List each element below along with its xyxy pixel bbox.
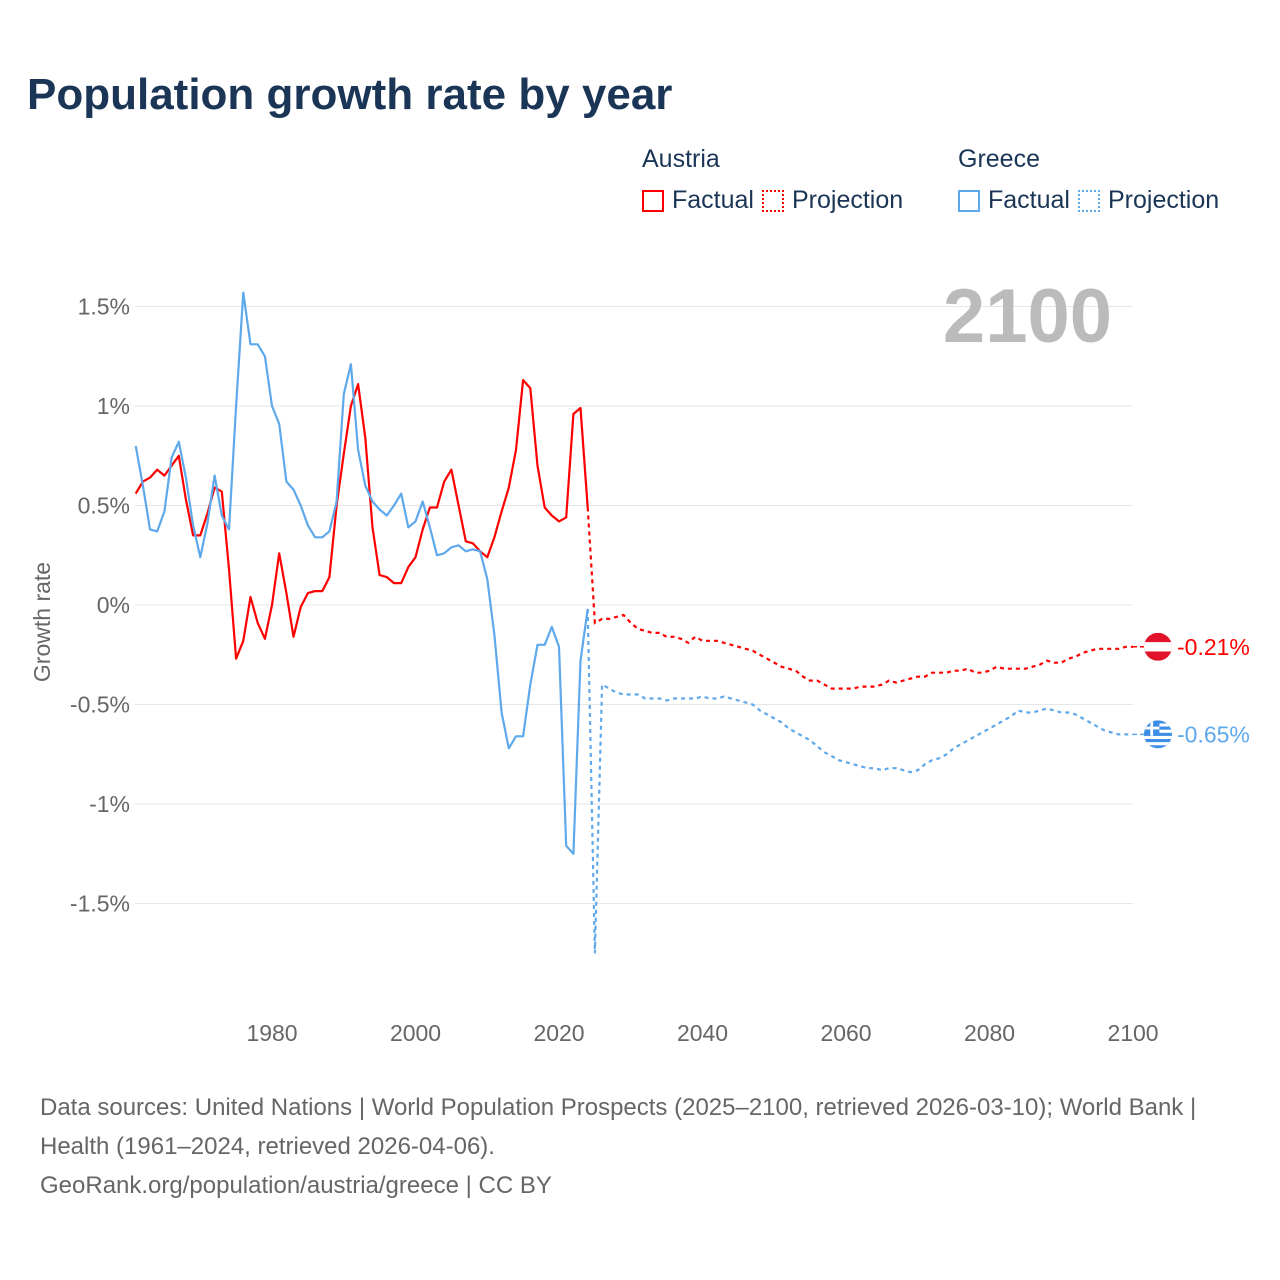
x-tick-label: 2000 [390, 1020, 441, 1046]
y-tick-label: 0% [97, 592, 130, 618]
series-austria-factual [134, 379, 589, 660]
legend-swatch [761, 189, 784, 212]
legend-greece: Greece Factual Projection [958, 145, 1227, 215]
legend-label: Projection [1107, 186, 1220, 214]
legend-greece-projection[interactable]: Projection [1077, 186, 1220, 215]
year-watermark: 2100 [943, 274, 1112, 359]
legend-austria-projection[interactable]: Projection [761, 186, 904, 215]
y-axis-label: Growth rate [29, 562, 55, 682]
end-label-greece: -0.65% [1177, 721, 1250, 747]
x-tick-label: 2040 [677, 1020, 728, 1046]
y-tick-label: 1% [97, 393, 130, 419]
legend-group-label: Austria [642, 145, 720, 173]
series-greece-factual [134, 291, 589, 855]
end-label-austria: -0.21% [1177, 634, 1250, 660]
legend-austria-factual[interactable]: Factual [642, 186, 754, 215]
y-tick-label: 1.5% [78, 294, 130, 320]
legend-swatch [642, 189, 664, 212]
legend-label: Projection [791, 186, 904, 214]
x-tick-label: 2020 [533, 1020, 584, 1046]
legend-group-label: Greece [958, 145, 1040, 173]
y-tick-label: -1% [89, 791, 130, 817]
chart-title: Population growth rate by year [27, 70, 673, 119]
legend-swatch [1077, 189, 1100, 212]
x-tick-label: 1980 [246, 1020, 297, 1046]
footer: Data sources: United Nations | World Pop… [40, 1088, 1240, 1205]
x-tick-label: 2080 [964, 1020, 1015, 1046]
series-greece-projection [586, 608, 1133, 954]
data-sources: Data sources: United Nations | World Pop… [40, 1094, 1197, 1160]
y-tick-label: -0.5% [70, 692, 130, 718]
legend-swatch [958, 189, 980, 212]
x-tick-label: 2060 [820, 1020, 871, 1046]
legend-greece-factual[interactable]: Factual [958, 186, 1070, 215]
legend-label: Factual [988, 186, 1070, 214]
y-tick-label: -1.5% [70, 891, 130, 917]
credit-link[interactable]: GeoRank.org/population/austria/greece | … [40, 1172, 552, 1199]
y-tick-label: 0.5% [78, 493, 130, 519]
greece-flag-icon [1144, 720, 1172, 749]
x-tick-label: 2100 [1107, 1020, 1158, 1046]
series-austria-projection [586, 507, 1133, 690]
austria-flag-icon [1144, 632, 1172, 661]
legend-austria: Austria Factual Projection [642, 145, 911, 215]
legend-label: Factual [672, 186, 754, 214]
